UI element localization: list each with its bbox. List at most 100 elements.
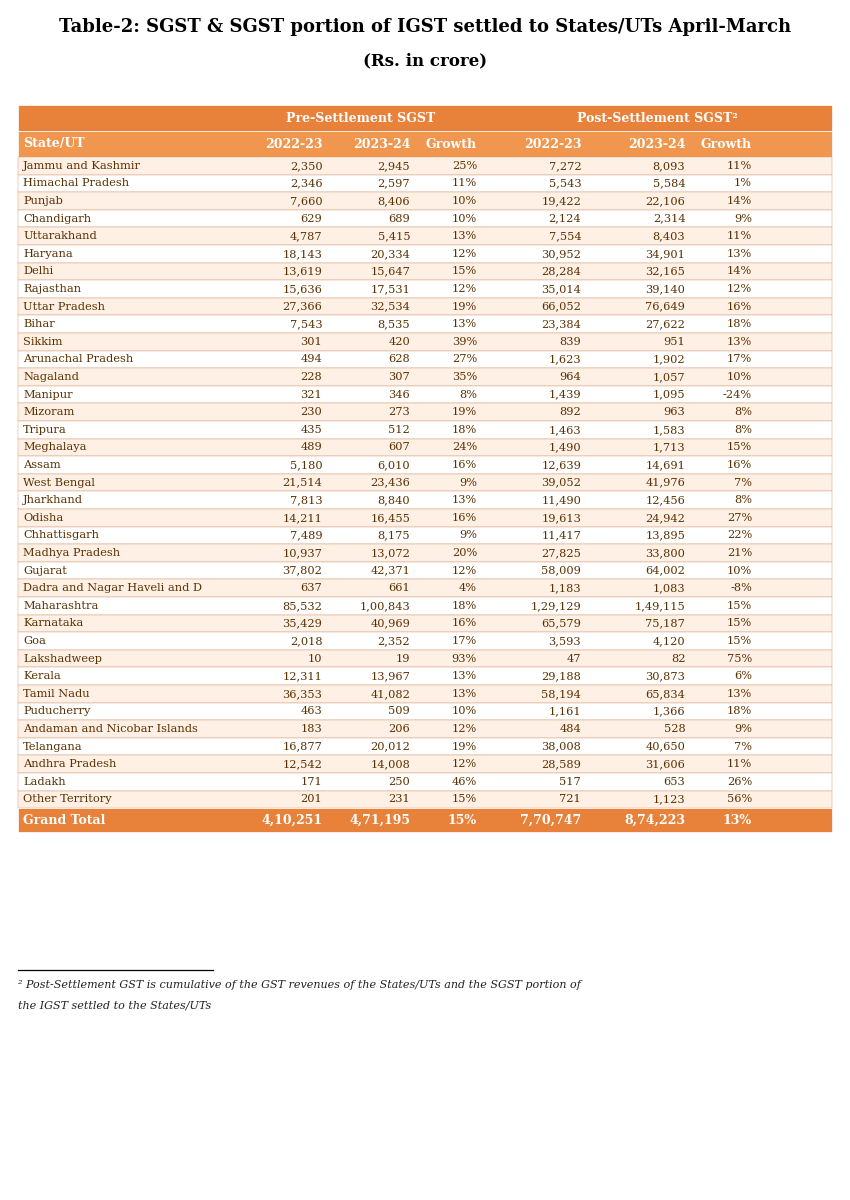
Text: Maharashtra: Maharashtra [23,601,99,611]
Text: 13%: 13% [451,319,477,329]
Text: Lakshadweep: Lakshadweep [23,654,102,664]
Text: 13%: 13% [727,248,752,259]
Text: 19,422: 19,422 [541,196,581,206]
Text: 35,429: 35,429 [282,618,322,629]
Text: 30,873: 30,873 [645,671,685,682]
Text: 1,713: 1,713 [653,443,685,452]
Text: 2022-23: 2022-23 [524,138,581,150]
Text: 892: 892 [559,407,581,418]
Text: 4,120: 4,120 [653,636,685,646]
Text: 13%: 13% [727,689,752,698]
Text: 14,211: 14,211 [282,512,322,523]
Text: 40,969: 40,969 [371,618,411,629]
Text: 27,366: 27,366 [282,301,322,312]
Text: 15%: 15% [451,266,477,276]
Text: -8%: -8% [730,583,752,593]
Text: 14%: 14% [727,196,752,206]
Text: 12%: 12% [451,760,477,769]
Text: Puducherry: Puducherry [23,707,90,716]
Text: 307: 307 [388,372,411,382]
Text: 2022-23: 2022-23 [265,138,322,150]
Text: 607: 607 [388,443,411,452]
Text: 7,543: 7,543 [290,319,322,329]
Text: 16%: 16% [451,618,477,629]
Text: Pre-Settlement SGST: Pre-Settlement SGST [286,112,435,125]
Text: Kerala: Kerala [23,671,60,682]
Text: Delhi: Delhi [23,266,54,276]
Text: 20,012: 20,012 [371,742,411,751]
Text: 6%: 6% [734,671,752,682]
Text: 7,660: 7,660 [290,196,322,206]
Text: 637: 637 [301,583,322,593]
Text: 41,082: 41,082 [371,689,411,698]
Text: 963: 963 [664,407,685,418]
Text: 8,840: 8,840 [377,496,411,505]
Text: 2,018: 2,018 [290,636,322,646]
Text: 75%: 75% [727,654,752,664]
Text: 1,083: 1,083 [653,583,685,593]
Text: 18%: 18% [451,601,477,611]
Text: 42,371: 42,371 [371,565,411,576]
Text: 3,593: 3,593 [548,636,581,646]
Text: 39,052: 39,052 [541,478,581,487]
Text: 5,584: 5,584 [653,179,685,188]
Text: 9%: 9% [734,724,752,734]
Text: 17%: 17% [451,636,477,646]
Text: 1,057: 1,057 [653,372,685,382]
Text: 721: 721 [559,794,581,804]
Text: 39,140: 39,140 [645,284,685,294]
Text: 512: 512 [388,425,411,434]
Text: 4%: 4% [459,583,477,593]
Text: 2,350: 2,350 [290,161,322,170]
Text: Manipur: Manipur [23,390,72,400]
Text: 76,649: 76,649 [645,301,685,312]
Text: 951: 951 [664,337,685,347]
Text: 16,455: 16,455 [371,512,411,523]
Text: Tamil Nadu: Tamil Nadu [23,689,89,698]
Text: 27%: 27% [727,512,752,523]
Text: 321: 321 [301,390,322,400]
Text: 346: 346 [388,390,411,400]
Text: 15,647: 15,647 [371,266,411,276]
Text: 41,976: 41,976 [645,478,685,487]
Text: 5,415: 5,415 [377,232,411,241]
Text: 2,346: 2,346 [290,179,322,188]
Text: 1,29,129: 1,29,129 [530,601,581,611]
Text: 7,489: 7,489 [290,530,322,540]
Text: 18,143: 18,143 [282,248,322,259]
Text: 1,095: 1,095 [653,390,685,400]
Text: 4,787: 4,787 [290,232,322,241]
Text: Bihar: Bihar [23,319,54,329]
Text: 250: 250 [388,776,411,787]
Text: 16%: 16% [727,460,752,470]
Text: 653: 653 [664,776,685,787]
Text: 46%: 46% [451,776,477,787]
Text: Madhya Pradesh: Madhya Pradesh [23,548,120,558]
Text: 25%: 25% [451,161,477,170]
Text: 228: 228 [301,372,322,382]
Text: Mizoram: Mizoram [23,407,75,418]
Text: Nagaland: Nagaland [23,372,79,382]
Text: 1,463: 1,463 [548,425,581,434]
Text: 24%: 24% [451,443,477,452]
Text: 183: 183 [301,724,322,734]
Text: 2,314: 2,314 [653,214,685,223]
Text: 273: 273 [388,407,411,418]
Text: Uttar Pradesh: Uttar Pradesh [23,301,105,312]
Text: 628: 628 [388,354,411,365]
Text: 47: 47 [567,654,581,664]
Text: 10%: 10% [451,214,477,223]
Text: 12,311: 12,311 [282,671,322,682]
Text: 1,161: 1,161 [548,707,581,716]
Text: 28,284: 28,284 [541,266,581,276]
Text: 964: 964 [559,372,581,382]
Text: 201: 201 [301,794,322,804]
Text: 65,834: 65,834 [645,689,685,698]
Text: 14,008: 14,008 [371,760,411,769]
Text: 32,165: 32,165 [645,266,685,276]
Text: State/UT: State/UT [23,138,85,150]
Text: 301: 301 [301,337,322,347]
Text: -24%: -24% [723,390,752,400]
Text: 14,691: 14,691 [645,460,685,470]
Text: 13%: 13% [451,496,477,505]
